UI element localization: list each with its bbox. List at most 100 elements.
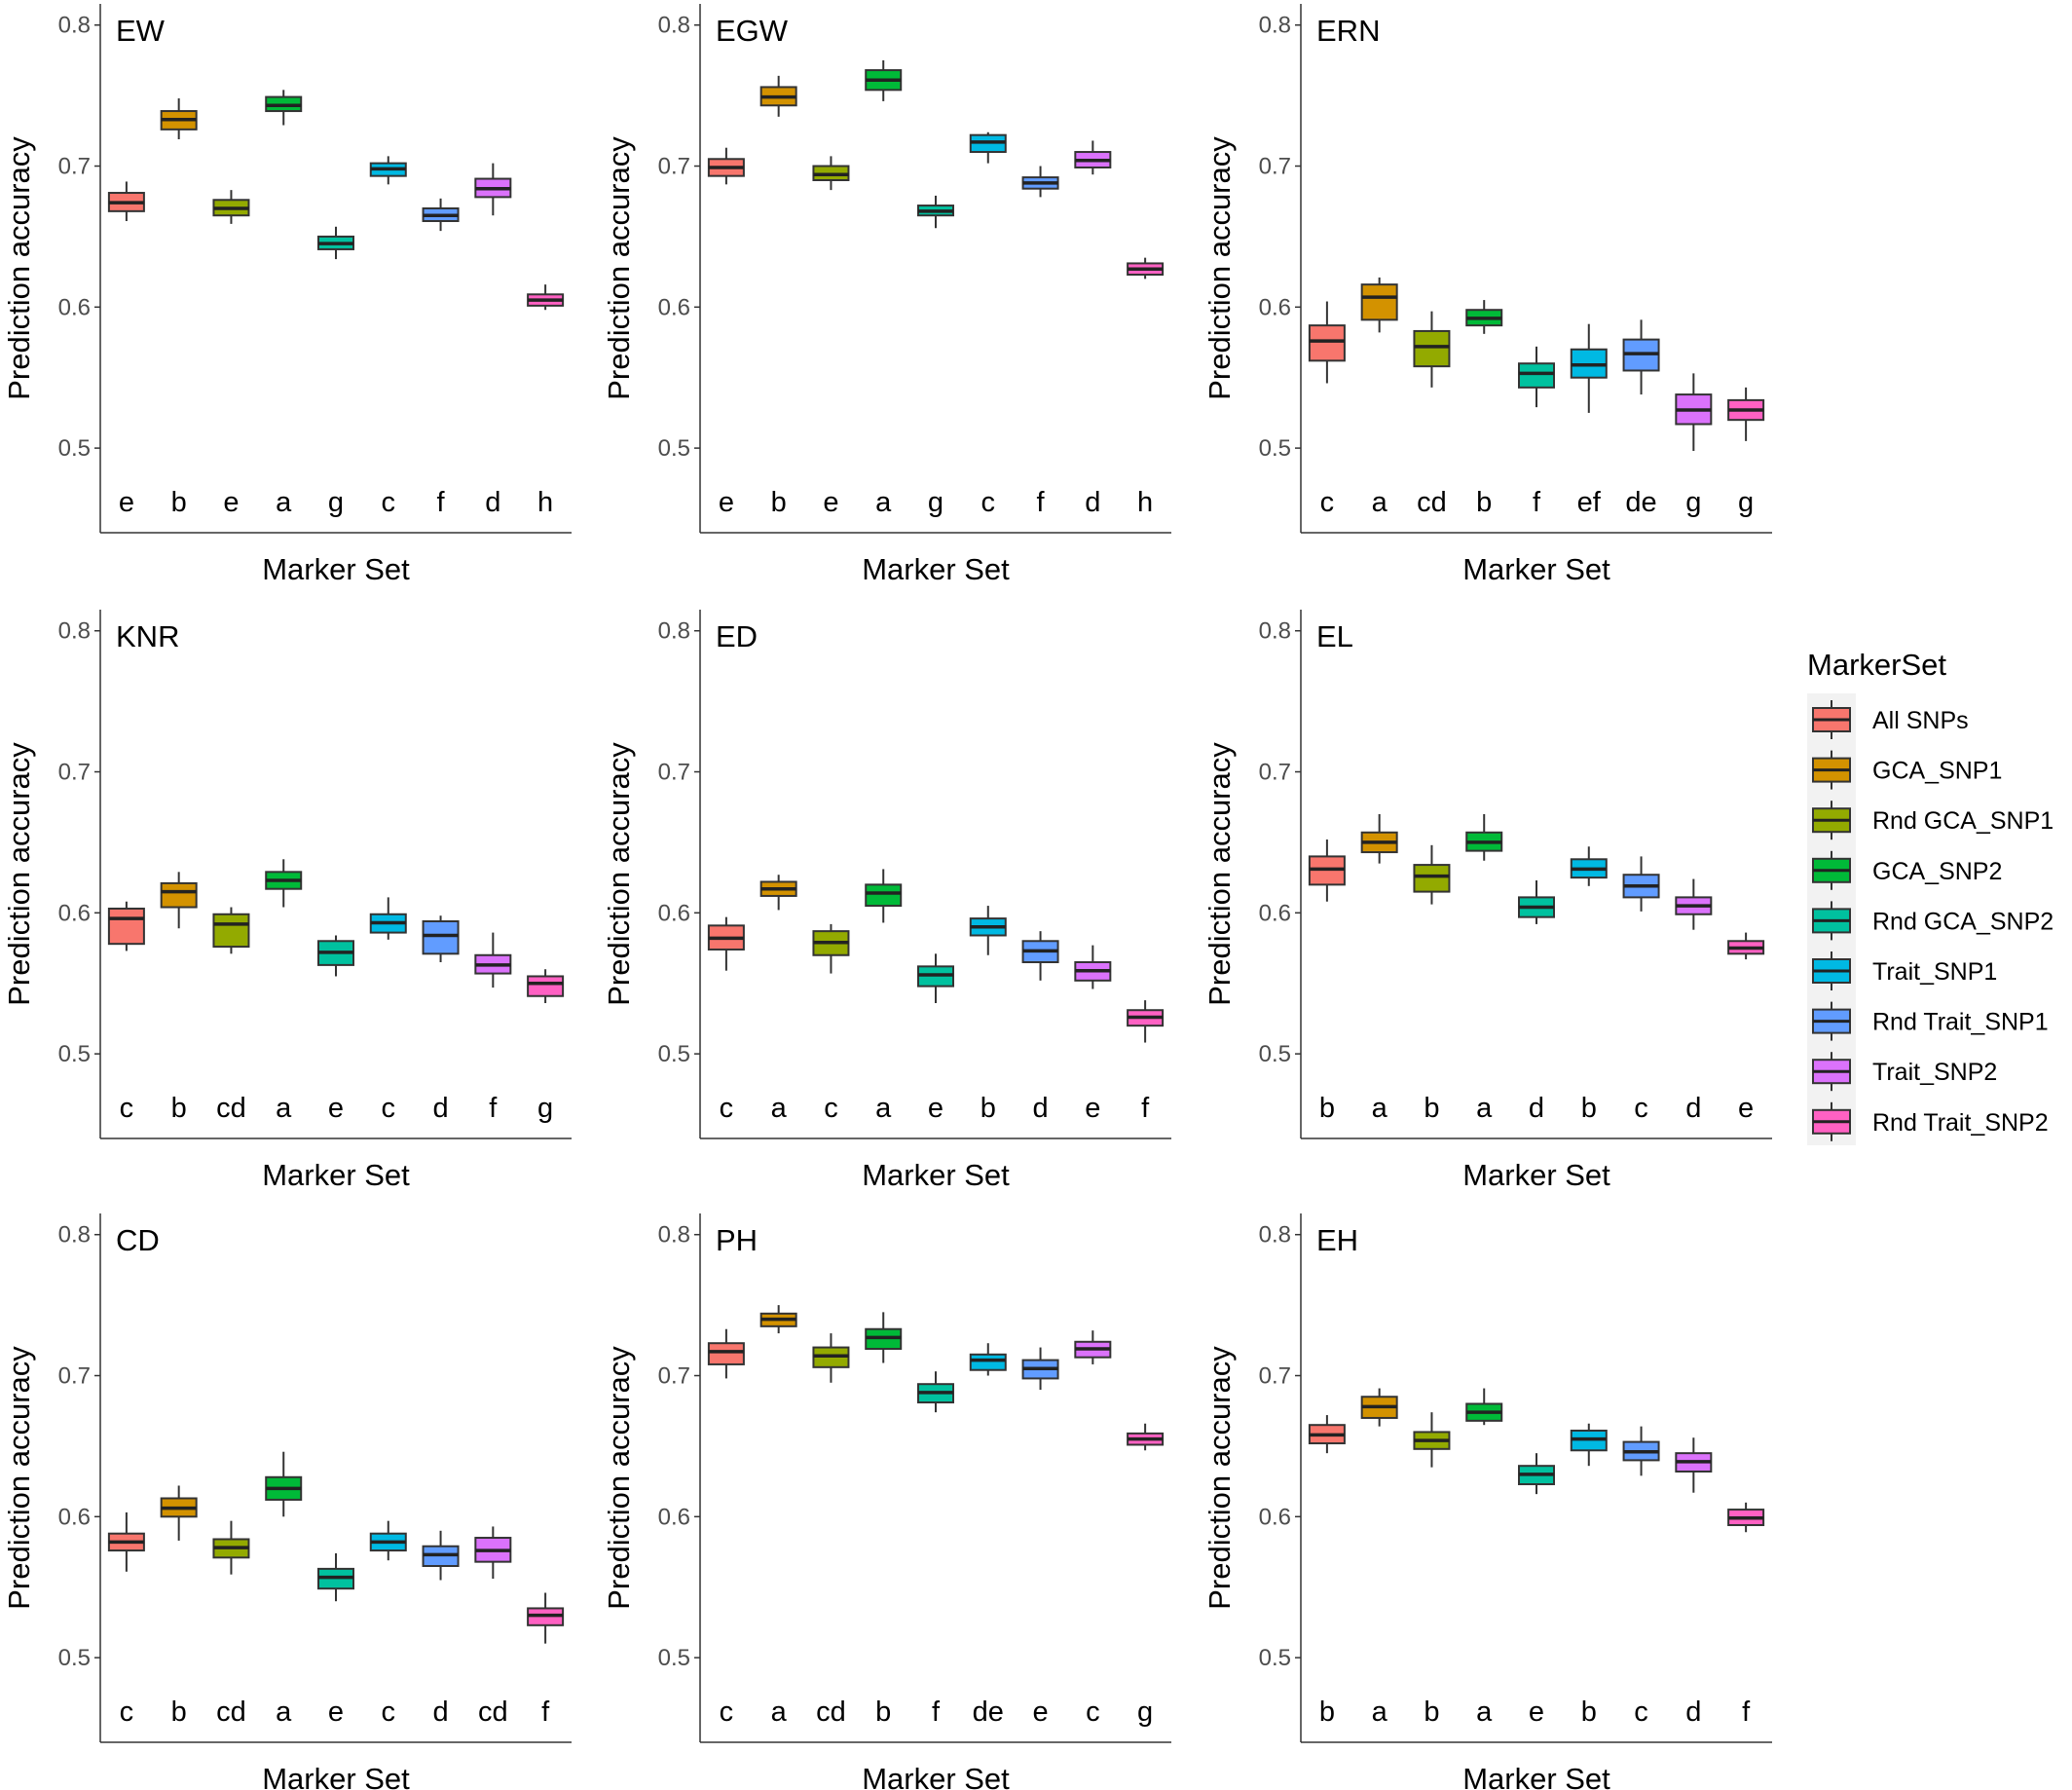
box-rnd-gca-snp1: c: [812, 923, 850, 1124]
y-tick-label: 0.5: [58, 435, 91, 462]
box-iqr: [1360, 283, 1398, 321]
legend-title: MarkerSet: [1807, 648, 1946, 682]
y-axis-title: Prediction accuracy: [602, 742, 636, 1006]
significance-letter: c: [1320, 487, 1335, 518]
box-iqr: [160, 881, 198, 909]
box-rnd-trait-snp1: d: [1021, 931, 1059, 1124]
significance-letter: c: [981, 487, 996, 518]
box-gca-snp2: b: [865, 1312, 903, 1728]
box-gca-snp1: b: [759, 75, 797, 518]
y-tick-label: 0.8: [1259, 13, 1291, 39]
significance-letter: b: [1581, 1093, 1597, 1124]
y-tick-label: 0.7: [58, 760, 91, 786]
box-rnd-trait-snp2: f: [527, 1592, 565, 1728]
significance-letter: b: [171, 1093, 187, 1124]
y-tick-label: 0.6: [658, 294, 690, 320]
box-gca-snp2: a: [265, 859, 303, 1124]
box-all-snps: e: [707, 147, 745, 518]
box-iqr: [1413, 864, 1451, 893]
box-rnd-trait-snp2: h: [1127, 257, 1165, 518]
y-tick-label: 0.5: [1259, 435, 1291, 462]
box-rnd-trait-snp1: c: [1622, 1426, 1660, 1728]
y-tick-label: 0.8: [1259, 618, 1291, 645]
y-tick-label: 0.8: [58, 618, 91, 645]
box-rnd-gca-snp2: e: [317, 1552, 354, 1728]
box-trait-snp1: c: [369, 1520, 407, 1728]
significance-letter: g: [1685, 487, 1701, 518]
box-gca-snp2: a: [865, 59, 903, 518]
box-rnd-trait-snp1: d: [422, 1530, 460, 1728]
panel-title: ED: [716, 619, 758, 653]
legend-item: GCA_SNP1: [1812, 750, 2002, 790]
box-iqr: [527, 975, 565, 997]
box-all-snps: b: [1308, 839, 1346, 1124]
box-rnd-trait-snp2: g: [527, 969, 565, 1124]
box-trait-snp2: d: [1675, 1437, 1713, 1728]
y-tick-label: 0.5: [1259, 1041, 1291, 1067]
significance-letter: c: [720, 1697, 734, 1728]
box-iqr: [969, 1353, 1007, 1371]
significance-letter: a: [1476, 1093, 1493, 1124]
box-iqr: [707, 1342, 745, 1365]
significance-letter: f: [1141, 1093, 1150, 1124]
x-axis-title: Marker Set: [1462, 1158, 1610, 1192]
box-rnd-gca-snp1: cd: [212, 1520, 250, 1728]
box-iqr: [107, 907, 145, 946]
box-rnd-trait-snp2: f: [1127, 1000, 1165, 1124]
box-rnd-gca-snp2: g: [317, 226, 354, 518]
box-gca-snp1: a: [759, 875, 797, 1124]
significance-letter: d: [485, 487, 500, 518]
legend-item: Rnd Trait_SNP2: [1812, 1101, 2049, 1141]
significance-letter: f: [1037, 487, 1046, 518]
box-all-snps: c: [1308, 301, 1346, 518]
y-tick-label: 0.5: [58, 1645, 91, 1671]
box-rnd-trait-snp1: f: [1021, 166, 1059, 518]
significance-letter: h: [537, 487, 553, 518]
box-rnd-trait-snp2: e: [1727, 932, 1765, 1124]
box-rnd-trait-snp2: g: [1727, 387, 1765, 518]
y-tick-label: 0.7: [58, 1363, 91, 1390]
significance-letter: a: [276, 1093, 292, 1124]
legend-item: Trait_SNP1: [1812, 951, 1997, 990]
significance-letter: d: [1032, 1093, 1048, 1124]
significance-letter: a: [276, 1697, 292, 1728]
legend: MarkerSet All SNPs GCA_SNP1 Rnd GCA_SNP1 GCA…: [1807, 648, 2054, 1145]
significance-letter: g: [928, 487, 944, 518]
box-all-snps: b: [1308, 1415, 1346, 1728]
box-gca-snp1: a: [1360, 1388, 1398, 1728]
y-axis-title: Prediction accuracy: [2, 1346, 36, 1610]
significance-letter: c: [382, 487, 396, 518]
panel-title: EW: [116, 14, 166, 48]
significance-letter: e: [119, 487, 134, 518]
box-trait-snp2: c: [1074, 1330, 1112, 1728]
box-rnd-trait-snp1: f: [422, 198, 460, 518]
box-gca-snp2: a: [1465, 1388, 1503, 1728]
legend-item: Rnd GCA_SNP2: [1812, 901, 2054, 941]
x-axis-title: Marker Set: [1462, 552, 1610, 586]
box-all-snps: c: [707, 916, 745, 1124]
significance-letter: a: [1372, 1697, 1388, 1728]
box-rnd-gca-snp1: b: [1413, 1412, 1451, 1728]
significance-letter: c: [382, 1093, 396, 1124]
significance-letter: a: [771, 1697, 788, 1728]
significance-letter: e: [823, 487, 838, 518]
box-all-snps: c: [107, 1511, 145, 1728]
significance-letter: e: [328, 1697, 344, 1728]
significance-letter: f: [932, 1697, 941, 1728]
significance-letter: e: [928, 1093, 944, 1124]
panel-cd: 0.5 0.6 0.7 0.8 CD Prediction accuracy Marker …: [2, 1213, 572, 1790]
box-iqr: [422, 920, 460, 955]
y-tick-label: 0.6: [1259, 900, 1291, 926]
significance-letter: cd: [1417, 487, 1447, 518]
panel-egw: 0.5 0.6 0.7 0.8 EGW Prediction accuracy Marker…: [602, 4, 1171, 586]
y-tick-label: 0.6: [58, 1504, 91, 1530]
box-rnd-trait-snp1: c: [1622, 856, 1660, 1124]
significance-letter: d: [432, 1093, 448, 1124]
box-gca-snp1: a: [759, 1305, 797, 1728]
legend-label: GCA_SNP2: [1872, 858, 2002, 885]
significance-letter: de: [1625, 487, 1656, 518]
legend-label: Rnd GCA_SNP2: [1872, 908, 2054, 935]
x-axis-title: Marker Set: [262, 552, 410, 586]
box-trait-snp1: b: [1570, 846, 1608, 1124]
significance-letter: b: [980, 1093, 996, 1124]
